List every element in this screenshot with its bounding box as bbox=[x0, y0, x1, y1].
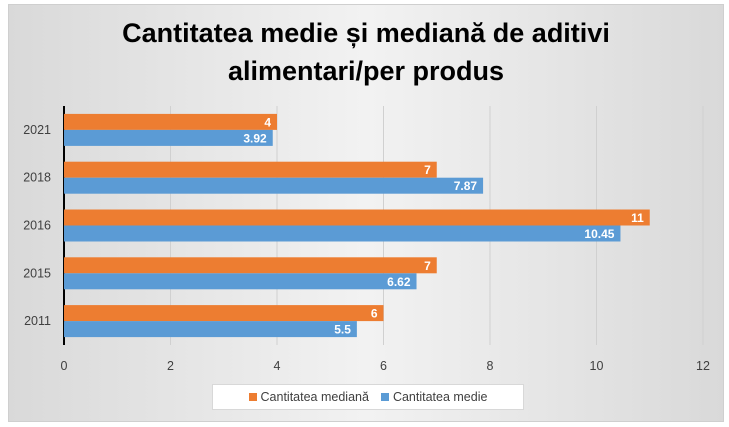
data-label: 7 bbox=[424, 259, 431, 273]
legend-label-median: Cantitatea mediană bbox=[260, 390, 369, 404]
legend-swatch-mean bbox=[380, 393, 389, 401]
data-label: 7.87 bbox=[454, 179, 478, 193]
data-label: 6 bbox=[371, 307, 378, 321]
bar-mean bbox=[64, 225, 621, 242]
x-tick-label: 10 bbox=[590, 359, 604, 373]
bar-median bbox=[64, 113, 277, 130]
bar-mean bbox=[64, 273, 417, 290]
chart-title: Cantitatea medie și mediană de aditivi a… bbox=[122, 18, 610, 86]
bar-median bbox=[64, 305, 384, 322]
x-tick-label: 0 bbox=[61, 359, 68, 373]
data-label: 11 bbox=[631, 211, 644, 225]
legend: Cantitatea mediană Cantitatea medie bbox=[212, 384, 524, 410]
legend-label-mean: Cantitatea medie bbox=[392, 390, 488, 404]
x-tick-label: 6 bbox=[380, 359, 387, 373]
x-tick-label: 2 bbox=[167, 359, 174, 373]
legend-swatch-median bbox=[248, 393, 257, 401]
legend-item-median: Cantitatea mediană bbox=[248, 390, 369, 404]
bar-median bbox=[64, 161, 437, 178]
y-tick-label: 2011 bbox=[24, 314, 51, 328]
data-label: 4 bbox=[264, 115, 271, 129]
x-tick-label: 8 bbox=[487, 359, 494, 373]
y-tick-label: 2015 bbox=[23, 266, 51, 280]
bar-mean bbox=[64, 321, 357, 338]
bar-mean bbox=[64, 177, 484, 194]
bar-median bbox=[64, 209, 650, 226]
data-label: 5.5 bbox=[334, 323, 351, 337]
data-label: 3.92 bbox=[243, 131, 267, 145]
x-tick-label: 4 bbox=[274, 359, 281, 373]
bar-median bbox=[64, 257, 437, 274]
y-tick-label: 2021 bbox=[23, 123, 51, 137]
y-tick-label: 2018 bbox=[23, 171, 51, 185]
bar-mean bbox=[64, 129, 273, 146]
data-label: 6.62 bbox=[387, 275, 411, 289]
x-tick-label: 12 bbox=[696, 359, 710, 373]
legend-item-mean: Cantitatea medie bbox=[380, 390, 488, 404]
data-label: 7 bbox=[424, 163, 431, 177]
data-label: 10.45 bbox=[584, 227, 614, 241]
y-tick-label: 2016 bbox=[23, 219, 51, 233]
